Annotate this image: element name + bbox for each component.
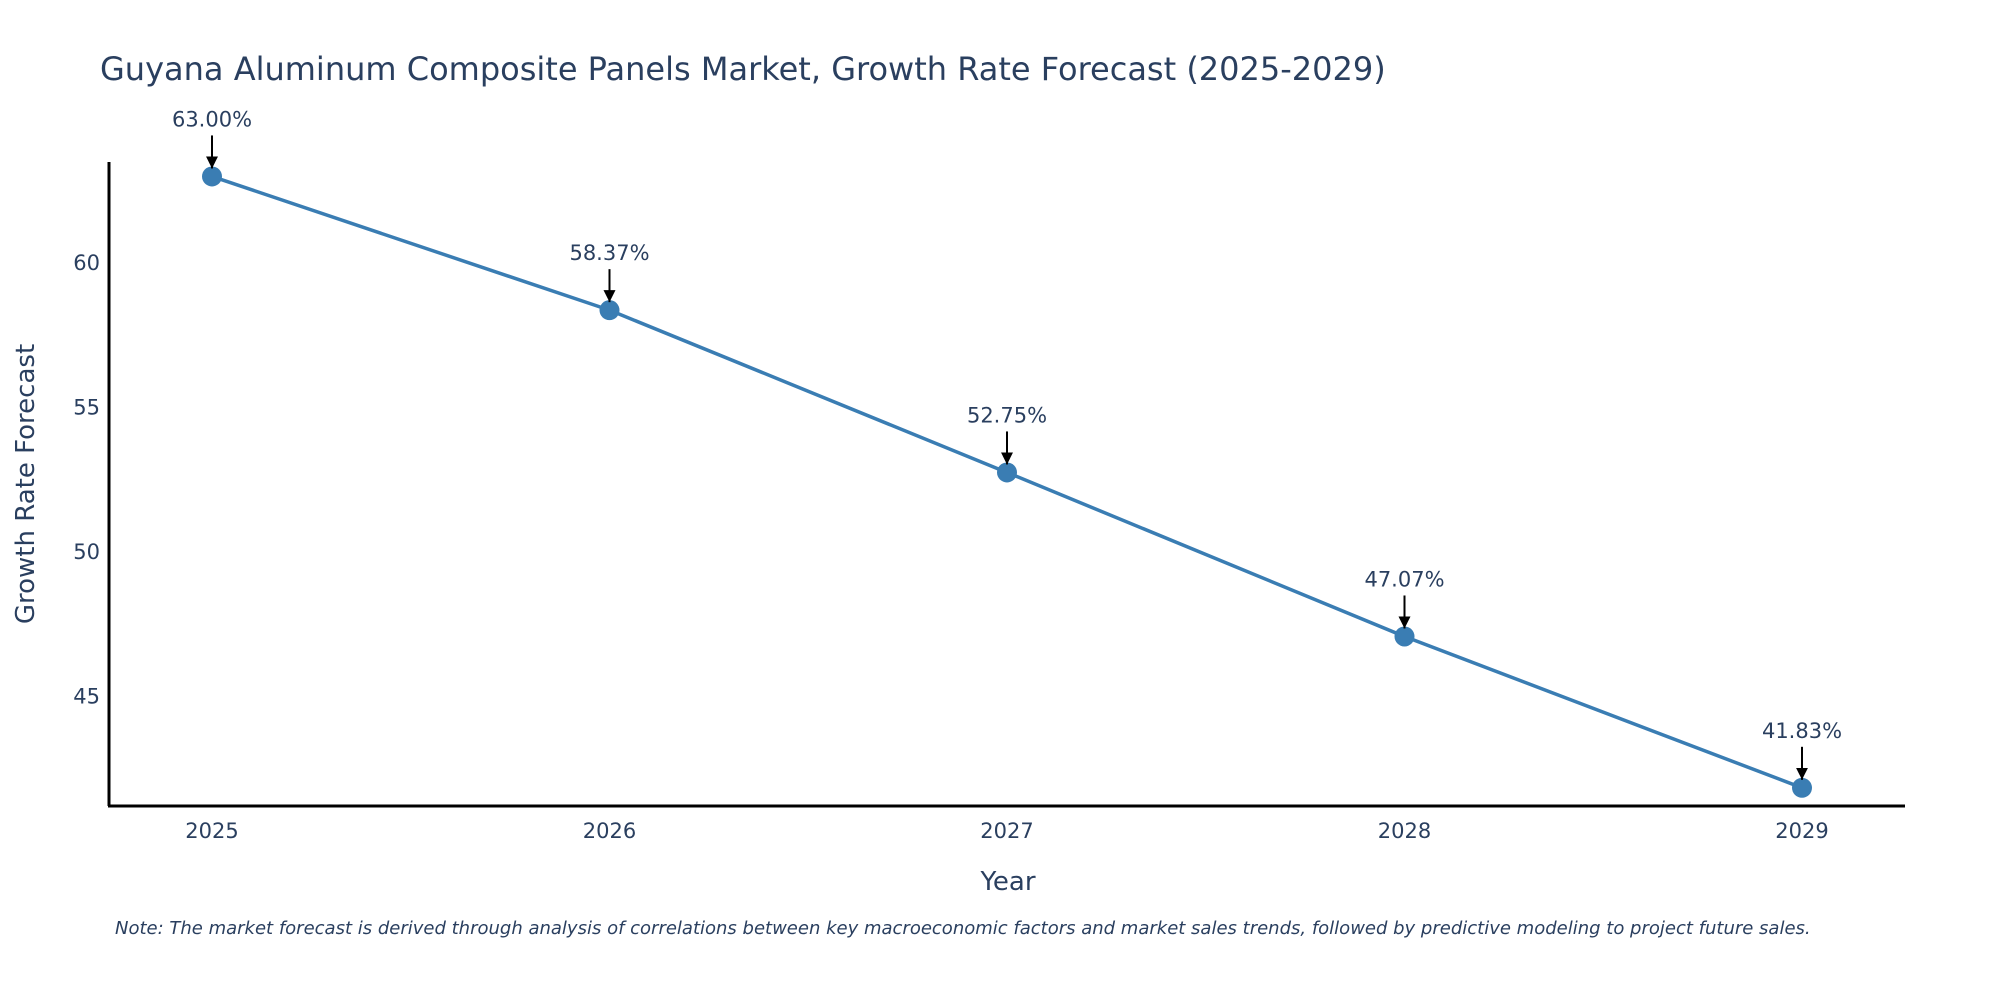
x-tick-label: 2026 [583,819,636,843]
x-tick-label: 2025 [185,819,238,843]
y-tick-label: 50 [73,540,100,564]
data-point[interactable] [1394,626,1415,647]
data-point[interactable] [997,462,1017,483]
data-label: 63.00% [172,107,252,131]
y-tick-label: 45 [73,684,100,708]
x-tick-label: 2027 [980,819,1033,843]
x-tick-label: 2029 [1775,819,1828,843]
y-axis-ticks: 45 50 55 60 [73,251,100,708]
data-label: 52.75% [967,403,1047,427]
data-label: 58.37% [569,241,649,265]
y-axis-title: Growth Rate Forecast [11,344,41,624]
y-tick-label: 60 [73,251,100,275]
data-label: 41.83% [1762,719,1842,743]
data-label: 47.07% [1364,567,1444,591]
y-tick-label: 55 [73,395,100,419]
chart-note: Note: The market forecast is derived thr… [115,918,1811,939]
series-layer [202,166,1812,798]
x-tick-label: 2028 [1378,819,1431,843]
x-axis-ticks: 2025 2026 2027 2028 2029 [185,819,1828,843]
axes [107,162,1905,808]
data-point[interactable] [202,166,222,187]
data-point[interactable] [1792,777,1812,798]
data-point[interactable] [599,300,620,321]
chart-title: Guyana Aluminum Composite Panels Market,… [100,50,1386,88]
x-axis-title: Year [979,867,1035,897]
annotation-layer: 63.00% 58.37% 52.75% 47.07% 41.83% [172,107,1842,780]
